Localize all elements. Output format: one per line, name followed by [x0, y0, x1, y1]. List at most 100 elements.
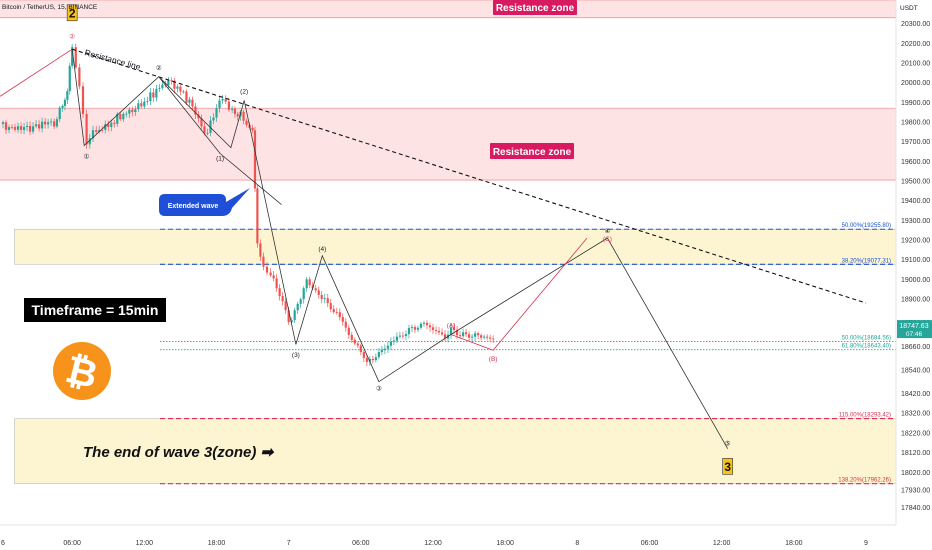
- candle-body: [61, 106, 64, 108]
- candle-body: [95, 130, 98, 132]
- candle-body: [356, 343, 359, 346]
- wave-label-13: ⑤: [725, 440, 731, 448]
- last-price-value: 18747.63: [899, 323, 928, 330]
- candle-body: [47, 122, 50, 125]
- candle-body: [293, 310, 296, 321]
- candle-body: [489, 337, 492, 339]
- fib-levels: 50.00%(19255.80) 38.20%(19077.31) 50.00%(1…: [160, 223, 896, 485]
- candle-body: [85, 114, 88, 145]
- candle-body: [428, 325, 432, 328]
- candle-body: [22, 127, 26, 130]
- fib-label-4: 115.00%(18293.42): [839, 413, 891, 419]
- candle-body: [44, 121, 47, 125]
- candle-body: [149, 92, 152, 102]
- y-axis[interactable]: 17840.00 17930.00 18020.00 18120.00 18220.00…: [897, 21, 932, 512]
- candle-body: [350, 334, 353, 340]
- candle-body: [161, 84, 164, 89]
- candle-body: [152, 92, 155, 98]
- candle-body: [262, 256, 265, 267]
- x-tick-label-11: 18:00: [785, 540, 803, 547]
- candle-body: [383, 348, 386, 351]
- wave-lines: [0, 48, 867, 449]
- timeframe-label: Timeframe = 15min: [24, 298, 166, 322]
- y-tick-label-13: 19200.00: [901, 238, 930, 245]
- wave-label-6: (3): [292, 352, 300, 359]
- candle-body: [404, 334, 408, 336]
- wave-box-14: [722, 458, 733, 475]
- resistance-zone-mid-label: Resistance zone: [490, 143, 574, 159]
- wave-path-1: [158, 76, 282, 205]
- wave-labels: 2 ② ① ② (1) (2) (3) (4) ③ (A) (B) ④(C) ⑤ 3: [66, 4, 733, 475]
- candle-body: [155, 88, 158, 98]
- y-tick-label-22: 20100.00: [901, 60, 930, 67]
- candle-body: [245, 120, 248, 125]
- candle-body: [25, 125, 29, 128]
- candle-body: [419, 323, 423, 328]
- candle-body: [188, 99, 191, 103]
- candle-body: [326, 298, 329, 304]
- candle-body: [314, 288, 317, 291]
- candle-body: [380, 350, 383, 353]
- x-tick-label-7: 18:00: [496, 540, 514, 547]
- candle-body: [224, 98, 227, 102]
- candle-body: [269, 272, 272, 276]
- candle-body: [407, 328, 411, 335]
- candle-body: [113, 122, 116, 124]
- last-price-countdown: 07:46: [906, 331, 923, 338]
- y-tick-label-16: 19500.00: [901, 179, 930, 186]
- candle-body: [368, 358, 371, 362]
- candle-body: [434, 329, 438, 331]
- candle-body: [231, 108, 234, 110]
- candle-body: [140, 103, 143, 107]
- resistance-zone-top-text: Resistance zone: [496, 3, 575, 14]
- candle-body: [98, 129, 101, 132]
- candle-body: [480, 335, 483, 338]
- x-tick-label-12: 9: [864, 540, 868, 547]
- candle-body: [170, 80, 173, 82]
- candle-body: [392, 340, 396, 342]
- candle-body: [275, 278, 278, 289]
- candle-body: [389, 341, 393, 346]
- candle-body: [256, 188, 259, 244]
- fib-label-1: 38.20%(19077.31): [842, 258, 891, 264]
- resistance-zone-top-label: Resistance zone: [493, 0, 577, 15]
- y-tick-label-23: 20200.00: [901, 41, 930, 48]
- extended-wave-text: Extended wave: [168, 203, 219, 210]
- candle-body: [359, 345, 362, 353]
- candle-body: [374, 357, 377, 361]
- candle-body: [137, 103, 140, 110]
- x-tick-label-8: 8: [575, 540, 579, 547]
- candle-body: [281, 296, 284, 302]
- wave-label-10: (B): [489, 356, 498, 363]
- candle-body: [116, 114, 119, 124]
- wave-label-2: ①: [84, 152, 90, 160]
- candle-body: [16, 126, 20, 130]
- x-tick-label-2: 12:00: [136, 540, 154, 547]
- candle-body: [377, 352, 380, 358]
- wave-label-4: (1): [216, 155, 224, 162]
- y-tick-label-21: 20000.00: [901, 80, 930, 87]
- candle-body: [332, 309, 335, 313]
- candle-body: [74, 47, 77, 68]
- candle-body: [320, 294, 323, 299]
- candle-body: [37, 124, 41, 129]
- end-of-wave-3-label: The end of wave 3(zone) ➡: [83, 444, 275, 461]
- wave-label-5: (2): [240, 89, 248, 96]
- candle-body: [101, 129, 104, 131]
- candle-body: [425, 322, 429, 326]
- candle-body: [449, 327, 453, 335]
- candle-body: [28, 125, 32, 132]
- candle-body: [227, 101, 231, 110]
- candle-body: [437, 330, 441, 333]
- x-axis[interactable]: 6 06:00 12:00 18:00 7 06:00 12:00 18:00 8 06:00 12…: [1, 540, 868, 547]
- candle-body: [200, 118, 203, 127]
- candle-body: [461, 332, 465, 337]
- candle-body: [443, 334, 447, 339]
- wave-box-0: [66, 4, 78, 22]
- candle-body: [470, 336, 474, 338]
- y-tick-label-2: 18020.00: [901, 470, 930, 477]
- candle-body: [486, 336, 489, 338]
- wave-label-7: (4): [318, 246, 326, 253]
- candle-body: [143, 101, 146, 107]
